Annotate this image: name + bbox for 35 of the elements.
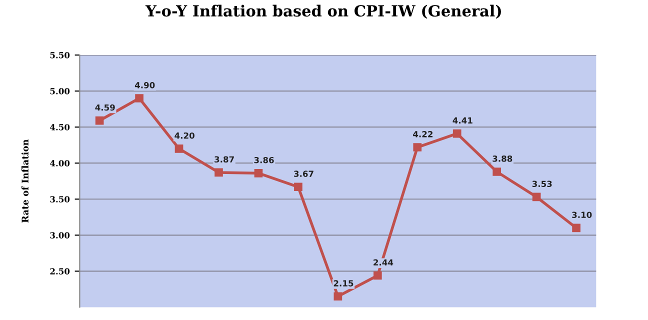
point — [95, 116, 104, 125]
y-axis-title: Rate of Inflation — [22, 139, 28, 223]
data-label: 4.20 — [174, 132, 194, 139]
point — [373, 271, 382, 280]
data-label: 4.59 — [95, 104, 115, 111]
y-tick-label: 3.50 — [50, 196, 70, 202]
point — [492, 168, 502, 176]
data-label: 3.87 — [214, 156, 234, 163]
data-label: 3.10 — [572, 212, 592, 218]
point — [294, 182, 302, 192]
point — [254, 169, 263, 178]
data-label: 2.15 — [334, 280, 354, 286]
y-tick-label: 5.00 — [50, 88, 70, 94]
point — [413, 143, 422, 152]
y-tick-label: 5.50 — [50, 52, 70, 58]
y-tick-label: 3.00 — [50, 232, 70, 238]
y-tick-label: 4.00 — [50, 160, 70, 166]
point — [572, 224, 580, 232]
point — [334, 292, 342, 301]
data-label: 3.67 — [294, 170, 314, 177]
chart-title: Y-o-Y Inflation based on CPI-IW (General) — [145, 4, 501, 19]
data-label: 3.53 — [532, 180, 552, 188]
data-label: 4.90 — [134, 82, 155, 88]
data-label: 3.86 — [254, 156, 274, 164]
data-label: 4.22 — [413, 131, 432, 138]
data-label: 2.44 — [374, 259, 394, 266]
point — [452, 129, 462, 138]
y-tick-label: 2.50 — [50, 268, 70, 274]
point — [174, 144, 184, 153]
data-label: 4.41 — [452, 117, 472, 124]
data-label: 3.88 — [492, 156, 512, 162]
point — [214, 168, 223, 177]
y-tick-label: 4.50 — [50, 124, 70, 130]
point — [532, 192, 541, 202]
point — [135, 94, 144, 102]
